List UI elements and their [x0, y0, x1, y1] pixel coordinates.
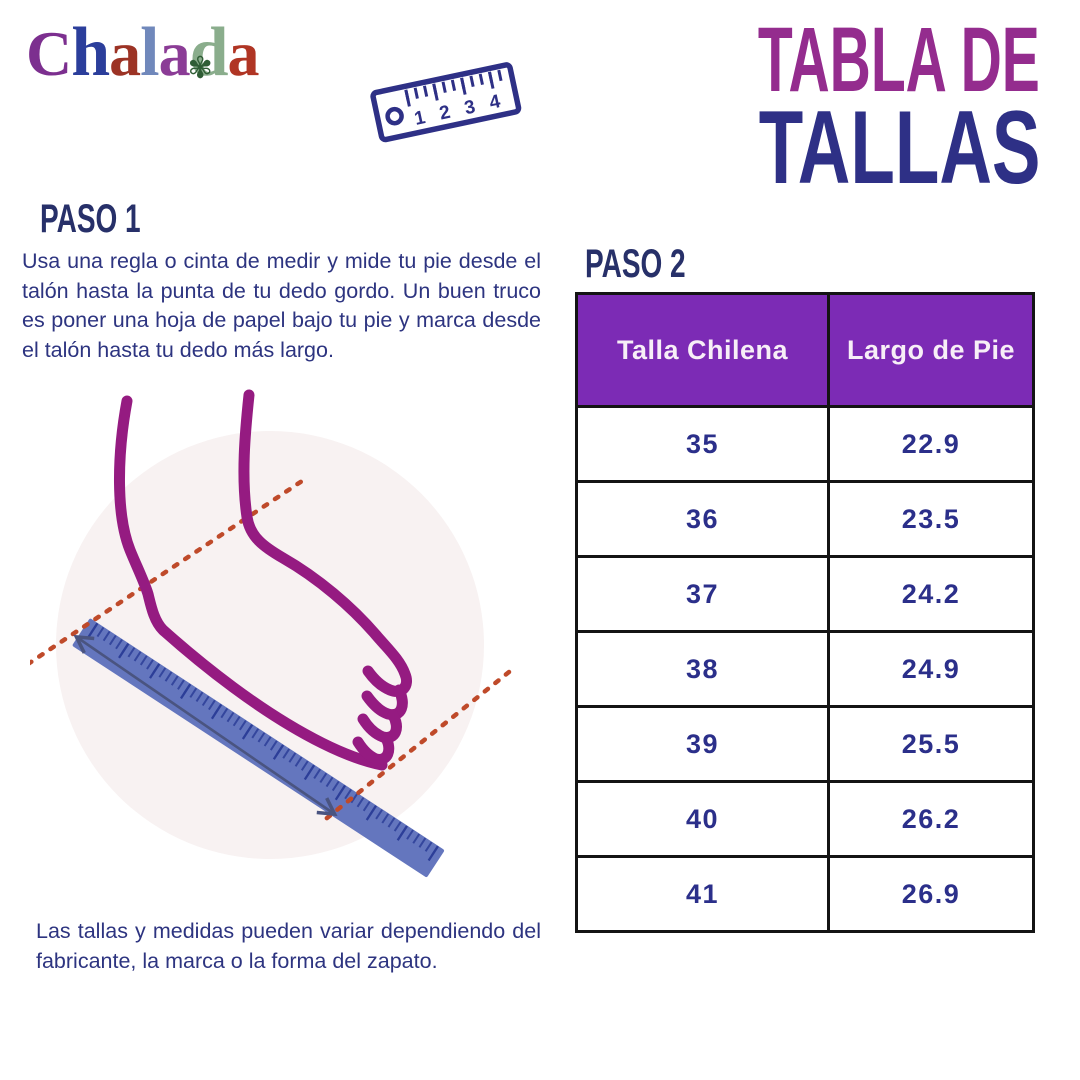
table-header-row: Talla Chilena Largo de Pie — [575, 292, 1035, 408]
logo-letter: l — [140, 14, 159, 91]
length-cell: 25.5 — [827, 705, 1035, 783]
size-cell: 39 — [575, 705, 830, 783]
length-cell: 22.9 — [827, 405, 1035, 483]
table-row: 37 24.2 — [575, 555, 1035, 633]
logo-letter: a — [227, 18, 260, 89]
page-title: TABLA DE TALLAS 1234 — [370, 0, 1040, 206]
table-row: 38 24.9 — [575, 630, 1035, 708]
column-header-largo-de-pie: Largo de Pie — [827, 292, 1035, 408]
length-cell: 24.2 — [827, 555, 1035, 633]
size-cell: 41 — [575, 855, 830, 933]
table-row: 39 25.5 — [575, 705, 1035, 783]
brand-logo: Chalad ✾ a — [26, 14, 260, 91]
paso2-heading: PASO 2 — [585, 242, 686, 286]
table-row: 40 26.2 — [575, 780, 1035, 858]
paso1-instructions: Usa una regla o cinta de medir y mide tu… — [22, 249, 541, 362]
logo-letter: d ✾ — [187, 14, 229, 91]
flower-icon: ✾ — [187, 51, 213, 86]
foot-measurement-illustration — [30, 389, 512, 878]
paso1-heading: PASO 1 — [40, 197, 141, 241]
measuring-tape-icon: 1234 — [370, 62, 522, 143]
title-line-1: TABLA DE — [757, 9, 1040, 111]
measure-arrow — [73, 634, 338, 817]
length-cell: 24.9 — [827, 630, 1035, 708]
column-header-talla-chilena: Talla Chilena — [575, 292, 830, 408]
toe-dotted-line — [319, 669, 512, 825]
disclaimer-text: Las tallas y medidas pueden variar depen… — [36, 919, 541, 973]
size-cell: 38 — [575, 630, 830, 708]
title-line-2: TALLAS — [758, 90, 1040, 206]
length-cell: 23.5 — [827, 480, 1035, 558]
size-cell: 40 — [575, 780, 830, 858]
table-row: 41 26.9 — [575, 855, 1035, 933]
length-cell: 26.9 — [827, 855, 1035, 933]
size-table: Talla Chilena Largo de Pie 35 22.9 36 23… — [575, 292, 1035, 933]
logo-letter: C — [26, 18, 72, 89]
size-cell: 35 — [575, 405, 830, 483]
table-row: 35 22.9 — [575, 405, 1035, 483]
size-cell: 36 — [575, 480, 830, 558]
table-row: 36 23.5 — [575, 480, 1035, 558]
length-cell: 26.2 — [827, 780, 1035, 858]
logo-letter: a — [158, 18, 191, 89]
logo-letter: a — [109, 18, 141, 89]
logo-letter: h — [71, 14, 110, 91]
size-cell: 37 — [575, 555, 830, 633]
heel-dotted-line — [30, 478, 305, 666]
